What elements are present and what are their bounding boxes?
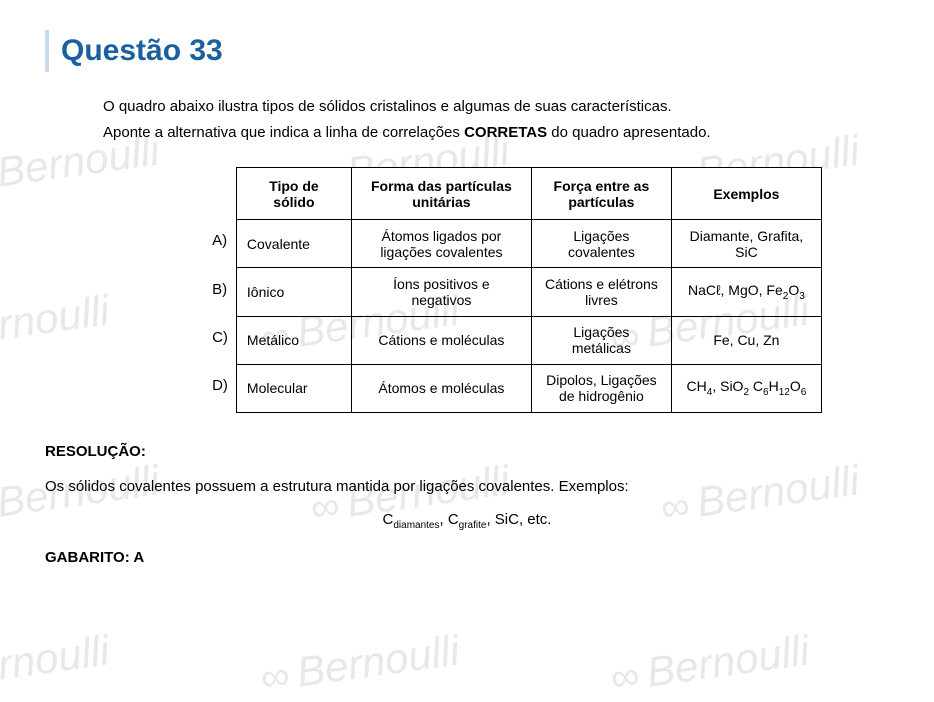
watermark: ∞Bernoulli bbox=[258, 626, 463, 701]
resolucao-text: Os sólidos covalentes possuem a estrutur… bbox=[45, 478, 889, 495]
th-tipo: Tipo de sólido bbox=[236, 168, 351, 220]
cell: Diamante, Grafita, SiC bbox=[671, 220, 821, 268]
cell: Dipolos, Ligações de hidrogênio bbox=[531, 364, 671, 412]
cell: Ligações covalentes bbox=[531, 220, 671, 268]
table-row: Metálico Cátions e moléculas Ligações me… bbox=[236, 316, 821, 364]
cell: Átomos e moléculas bbox=[351, 364, 531, 412]
gabarito: GABARITO: A bbox=[45, 549, 889, 566]
cell: Ligações metálicas bbox=[531, 316, 671, 364]
watermark: ∞Bernoulli bbox=[0, 626, 112, 701]
table-wrapper: A) B) C) D) Tipo de sólido Forma das par… bbox=[145, 167, 889, 413]
question-text: O quadro abaixo ilustra tipos de sólidos… bbox=[103, 94, 889, 145]
option-label-d: D) bbox=[212, 357, 228, 413]
table-row: Iônico Íons positivos e negativos Cátion… bbox=[236, 268, 821, 316]
cell: CH4, SiO2 C6H12O6 bbox=[671, 364, 821, 412]
question-title: Questão 33 bbox=[45, 30, 889, 72]
resolucao-title: RESOLUÇÃO: bbox=[45, 443, 889, 460]
question-line-2a: Aponte a alternativa que indica a linha … bbox=[103, 124, 464, 141]
option-label-b: B) bbox=[212, 261, 228, 317]
formula: Cdiamantes, Cgrafite, SiC, etc. bbox=[45, 511, 889, 531]
cell: Fe, Cu, Zn bbox=[671, 316, 821, 364]
cell: Covalente bbox=[236, 220, 351, 268]
cell: Átomos ligados por ligações covalentes bbox=[351, 220, 531, 268]
cell: Cátions e elétrons livres bbox=[531, 268, 671, 316]
option-label-c: C) bbox=[212, 317, 228, 357]
question-line-2c: do quadro apresentado. bbox=[547, 124, 710, 141]
table-row: Molecular Átomos e moléculas Dipolos, Li… bbox=[236, 364, 821, 412]
th-forma: Forma das partículas unitárias bbox=[351, 168, 531, 220]
option-labels: A) B) C) D) bbox=[212, 167, 228, 413]
th-forca: Força entre as partículas bbox=[531, 168, 671, 220]
cell: NaCℓ, MgO, Fe2O3 bbox=[671, 268, 821, 316]
solids-table: Tipo de sólido Forma das partículas unit… bbox=[236, 167, 822, 413]
table-row: Covalente Átomos ligados por ligações co… bbox=[236, 220, 821, 268]
cell: Iônico bbox=[236, 268, 351, 316]
question-line-1: O quadro abaixo ilustra tipos de sólidos… bbox=[103, 98, 672, 115]
watermark: ∞Bernoulli bbox=[608, 626, 813, 701]
option-label-a: A) bbox=[212, 219, 228, 261]
question-line-2b: CORRETAS bbox=[464, 124, 547, 141]
cell: Íons positivos e negativos bbox=[351, 268, 531, 316]
th-exemplos: Exemplos bbox=[671, 168, 821, 220]
cell: Cátions e moléculas bbox=[351, 316, 531, 364]
cell: Metálico bbox=[236, 316, 351, 364]
cell: Molecular bbox=[236, 364, 351, 412]
